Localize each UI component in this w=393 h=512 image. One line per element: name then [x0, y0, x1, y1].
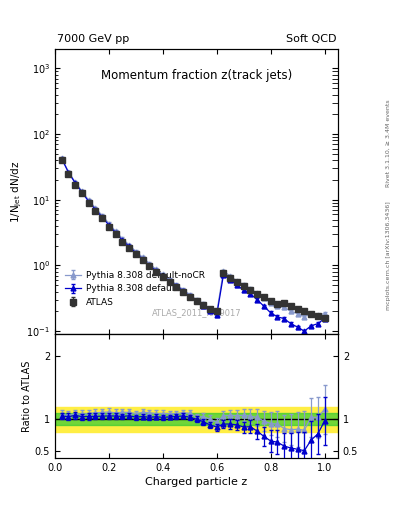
- X-axis label: Charged particle z: Charged particle z: [145, 477, 248, 487]
- Text: ATLAS_2011_I919017: ATLAS_2011_I919017: [152, 308, 241, 317]
- Legend: Pythia 8.308 default-noCR, Pythia 8.308 default, ATLAS: Pythia 8.308 default-noCR, Pythia 8.308 …: [65, 271, 205, 307]
- Text: Momentum fraction z(track jets): Momentum fraction z(track jets): [101, 69, 292, 81]
- Text: 7000 GeV pp: 7000 GeV pp: [57, 33, 129, 44]
- Text: mcplots.cern.ch [arXiv:1306.3436]: mcplots.cern.ch [arXiv:1306.3436]: [386, 202, 391, 310]
- Text: Rivet 3.1.10, ≥ 3.4M events: Rivet 3.1.10, ≥ 3.4M events: [386, 99, 391, 187]
- Y-axis label: 1/N$_\mathrm{jet}$ dN/dz: 1/N$_\mathrm{jet}$ dN/dz: [9, 160, 24, 223]
- Text: Soft QCD: Soft QCD: [286, 33, 336, 44]
- Y-axis label: Ratio to ATLAS: Ratio to ATLAS: [22, 360, 32, 432]
